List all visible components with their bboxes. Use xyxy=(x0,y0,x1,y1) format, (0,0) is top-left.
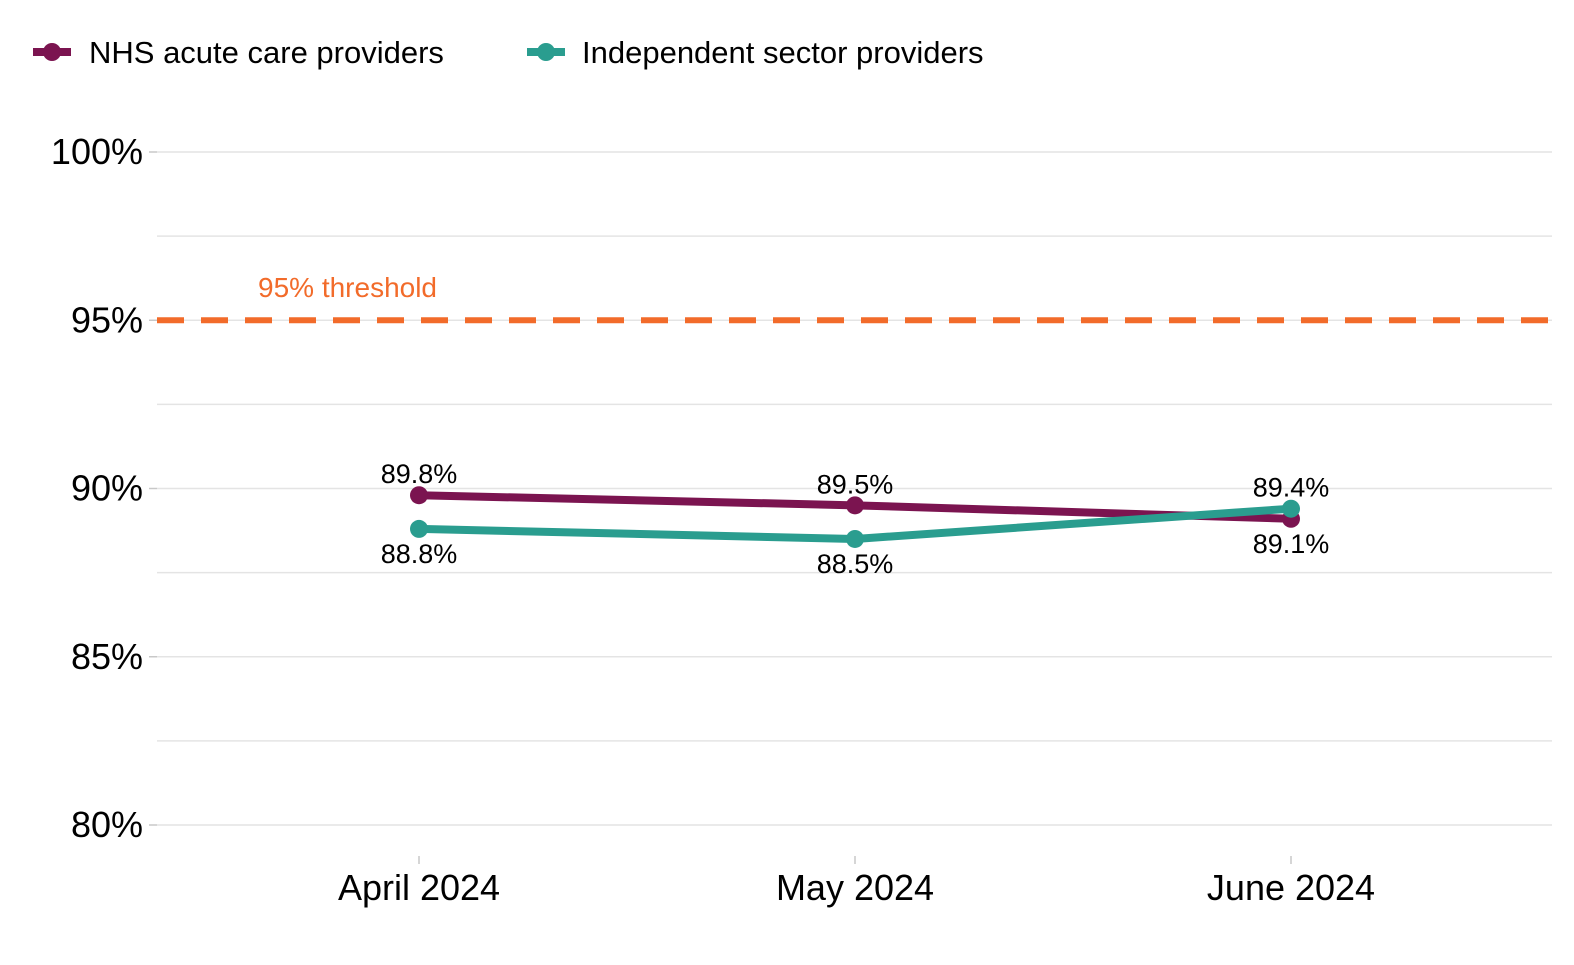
data-label-nhs: 89.1% xyxy=(1253,529,1330,559)
x-tick-label: May 2024 xyxy=(776,867,934,908)
legend-swatch-point xyxy=(537,43,555,61)
y-tick-label: 95% xyxy=(71,299,143,340)
x-tick-label: June 2024 xyxy=(1207,867,1375,908)
data-label-independent: 89.4% xyxy=(1253,473,1330,503)
y-axis: 80% 85% 90% 95% 100% xyxy=(51,131,157,845)
data-point-nhs xyxy=(410,486,428,505)
data-label-nhs: 89.5% xyxy=(817,469,894,499)
gridlines xyxy=(157,151,1552,826)
y-tick-label: 100% xyxy=(51,131,143,172)
series-group xyxy=(410,486,1300,548)
data-point-independent xyxy=(410,519,428,538)
threshold-group: 95% threshold xyxy=(157,272,1552,324)
data-labels: 89.8% 88.8% 89.5% 88.5% 89.1% 89.4% xyxy=(381,459,1330,579)
threshold-label: 95% threshold xyxy=(258,272,437,303)
legend: NHS acute care providers Independent sect… xyxy=(33,35,984,70)
data-point-independent xyxy=(846,529,864,548)
legend-label: Independent sector providers xyxy=(582,35,984,70)
y-tick-label: 80% xyxy=(71,804,143,845)
data-point-nhs xyxy=(846,496,864,515)
legend-swatch-point xyxy=(43,43,61,61)
data-label-independent: 88.8% xyxy=(381,539,458,569)
x-axis: April 2024 May 2024 June 2024 xyxy=(338,856,1375,908)
data-label-nhs: 89.8% xyxy=(381,459,458,489)
legend-label: NHS acute care providers xyxy=(89,35,444,70)
y-tick-label: 85% xyxy=(71,636,143,677)
data-label-independent: 88.5% xyxy=(817,549,894,579)
x-tick-label: April 2024 xyxy=(338,867,500,908)
data-point-independent xyxy=(1282,499,1300,518)
y-tick-label: 90% xyxy=(71,468,143,509)
